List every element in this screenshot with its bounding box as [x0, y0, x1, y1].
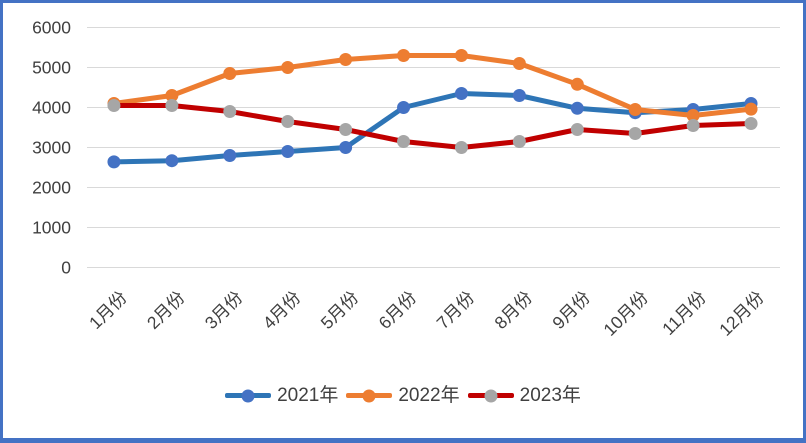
data-point: [454, 141, 468, 154]
data-point: [628, 127, 642, 140]
data-point: [223, 105, 237, 118]
y-axis-tick-label: 4000: [32, 98, 71, 118]
data-point: [281, 115, 295, 128]
data-point: [570, 123, 584, 136]
legend-label: 2021年: [277, 385, 339, 406]
y-axis-tick-label: 1000: [32, 218, 71, 238]
y-axis-tick-label: 5000: [32, 58, 71, 78]
legend-line-marker-icon: [346, 389, 393, 402]
data-point: [397, 49, 411, 62]
data-point: [223, 67, 237, 80]
line-chart: 0 1000 2000 3000 4000 5000 6000 1月份 2月份 3月份 4月份 5月份…: [32, 18, 780, 340]
x-axis-tick-label: 5月份: [317, 287, 363, 333]
x-axis-tick-label: 11月份: [658, 287, 710, 339]
x-axis-tick-label: 8月份: [490, 287, 536, 333]
data-point: [744, 117, 758, 130]
y-axis-tick-label: 0: [61, 258, 71, 278]
data-point: [397, 135, 411, 148]
legend-line-marker-icon: [225, 389, 272, 402]
x-axis-tick-label: 6月份: [375, 287, 421, 333]
x-axis-tick-label: 9月份: [548, 287, 594, 333]
data-point: [165, 154, 179, 168]
legend-label: 2023年: [519, 385, 581, 406]
series-line-1: [111, 53, 754, 118]
x-axis-tick-label: 3月份: [201, 287, 247, 333]
legend-dot-icon: [484, 389, 498, 402]
x-axis-tick-label: 4月份: [259, 287, 305, 333]
data-point: [570, 77, 584, 91]
x-axis-tick-label: 1月份: [85, 287, 131, 333]
data-point: [107, 155, 121, 169]
data-point: [512, 57, 526, 70]
data-point: [512, 89, 526, 102]
data-point: [686, 119, 700, 132]
data-point: [454, 49, 468, 62]
legend-item: 2022年: [346, 385, 460, 406]
data-point: [397, 101, 411, 114]
legend-label: 2022年: [398, 385, 460, 406]
series-line-2: [111, 103, 754, 150]
data-point: [165, 99, 179, 112]
legend-item: 2023年: [467, 385, 581, 406]
legend-line-marker-icon: [467, 389, 514, 402]
x-axis-tick-label: 10月份: [599, 287, 652, 340]
series-line-0: [111, 91, 754, 165]
data-point: [165, 89, 179, 102]
data-point: [628, 103, 642, 116]
y-axis-tick-label: 6000: [32, 18, 71, 38]
data-point: [339, 53, 353, 66]
legend-item: 2021年: [225, 386, 338, 405]
data-point: [686, 109, 700, 122]
data-point: [281, 145, 295, 158]
data-point: [744, 102, 758, 116]
data-point: [570, 101, 584, 115]
legend-dot-icon: [241, 389, 255, 402]
data-point: [281, 61, 295, 74]
y-axis-tick-label: 2000: [32, 178, 71, 198]
data-point: [454, 87, 468, 100]
x-axis-tick-label: 7月份: [433, 287, 479, 333]
data-point: [512, 135, 526, 148]
x-axis-tick-label: 12月份: [715, 287, 768, 340]
chart-legend: 2021年 2022年 2023年: [3, 386, 803, 405]
data-point: [223, 149, 237, 162]
data-point: [339, 123, 353, 136]
legend-dot-icon: [362, 389, 376, 402]
data-point: [339, 141, 353, 154]
y-axis-tick-label: 3000: [32, 138, 71, 158]
data-point: [107, 99, 121, 112]
x-axis-tick-label: 2月份: [143, 287, 189, 333]
